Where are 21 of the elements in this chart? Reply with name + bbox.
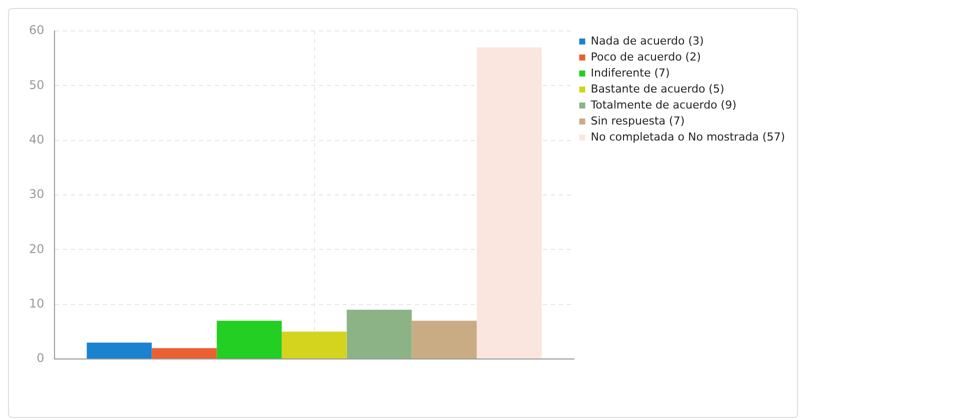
y-tick-label: 60 — [28, 23, 44, 38]
legend-label: Poco de acuerdo (2) — [590, 50, 701, 64]
y-tick-label: 30 — [28, 187, 44, 202]
legend-label: Bastante de acuerdo (5) — [590, 82, 724, 96]
legend-label: No completada o No mostrada (57) — [590, 130, 786, 144]
y-tick-label: 40 — [28, 132, 44, 146]
bar — [476, 47, 542, 358]
bar — [86, 342, 152, 358]
legend-label: Indiferente (7) — [590, 66, 670, 80]
y-tick-label: 0 — [36, 351, 44, 366]
bar — [216, 320, 282, 358]
bar — [152, 348, 217, 358]
y-tick-label: 10 — [28, 296, 44, 310]
y-tick-label: 50 — [28, 78, 44, 92]
y-tick-label: 20 — [28, 242, 44, 256]
legend-label: Nada de acuerdo (3) — [590, 34, 704, 48]
bar — [282, 332, 347, 358]
bar — [412, 320, 477, 358]
bar — [346, 310, 412, 358]
legend-label: Sin respuesta (7) — [590, 114, 685, 128]
legend-label: Totalmente de acuerdo (9) — [590, 98, 736, 112]
